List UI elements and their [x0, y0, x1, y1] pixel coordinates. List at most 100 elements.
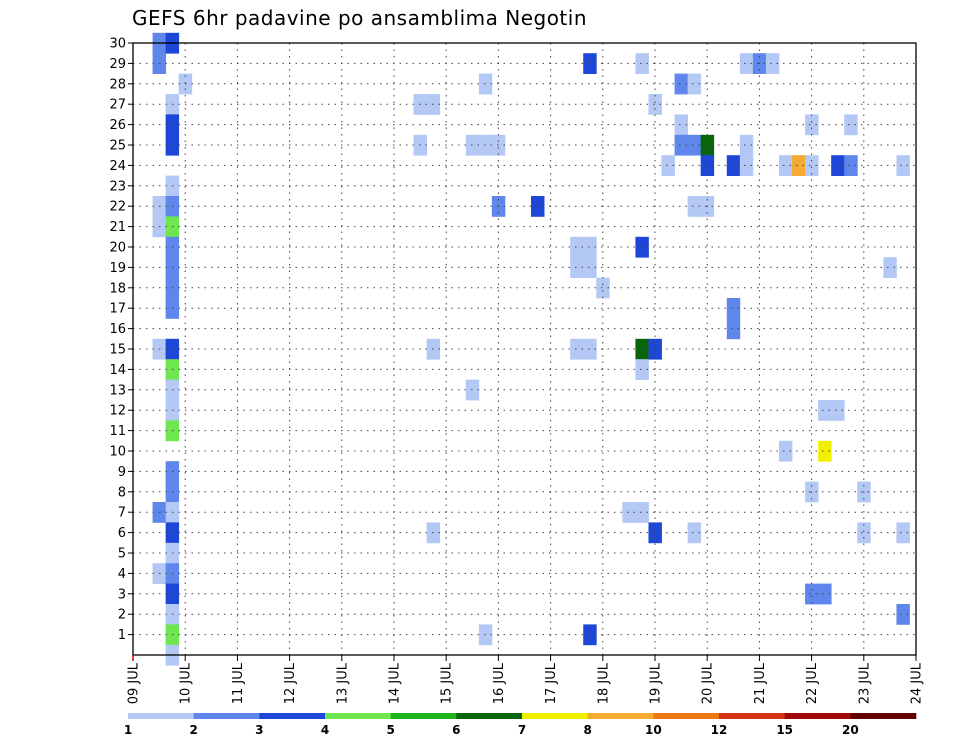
legend-label: 6: [452, 723, 460, 737]
heatmap-cell: [635, 236, 649, 258]
heatmap-cell: [687, 134, 702, 156]
heatmap-cell: [844, 114, 858, 136]
x-tick-label: 21 JUL: [753, 662, 768, 704]
y-tick-label: 15: [109, 343, 126, 358]
x-tick-label: 23 JUL: [857, 662, 872, 704]
y-tick-label: 10: [109, 445, 126, 460]
heatmap-cell: [739, 53, 754, 74]
heatmap-cell: [857, 522, 871, 544]
legend-color-swatch: [850, 713, 917, 719]
legend-color-swatch: [456, 713, 523, 719]
heatmap-cell: [896, 155, 910, 176]
y-tick-label: 28: [109, 77, 126, 92]
legend-label: 5: [386, 723, 394, 737]
heatmap-cell: [491, 134, 506, 156]
heatmap-cell: [635, 502, 649, 523]
heatmap-cell: [792, 155, 806, 176]
x-tick-label: 11 JUL: [231, 662, 246, 704]
x-tick-label: 09 JUL: [127, 662, 142, 704]
heatmap-cell: [674, 73, 689, 95]
legend-color-swatch: [193, 713, 260, 719]
x-tick-label: 17 JUL: [544, 662, 559, 704]
heatmap-cell: [818, 440, 832, 462]
heatmap-cell: [635, 338, 649, 360]
heatmap-cell: [739, 134, 754, 156]
y-tick-label: 24: [109, 159, 126, 174]
heatmap-cell: [570, 257, 584, 278]
heatmap-cell: [622, 502, 636, 523]
x-tick-label: 22 JUL: [805, 662, 820, 704]
y-tick-label: 13: [109, 383, 126, 398]
x-tick-label: 12 JUL: [283, 662, 298, 704]
x-tick-label: 13 JUL: [335, 662, 350, 704]
legend-label: 3: [255, 723, 263, 737]
x-tick-label: 19 JUL: [649, 662, 664, 704]
y-tick-label: 30: [109, 37, 126, 52]
x-tick-label: 24 JUL: [910, 662, 925, 704]
y-tick-label: 29: [109, 57, 126, 72]
legend-color-swatch: [522, 713, 588, 719]
heatmap-cell: [778, 155, 793, 176]
heatmap-cell: [818, 400, 832, 421]
legend-label: 20: [842, 723, 859, 737]
y-tick-label: 26: [109, 118, 126, 133]
heatmap-cell: [726, 155, 741, 176]
heatmap-cell: [583, 257, 597, 278]
y-tick-label: 17: [109, 302, 126, 317]
x-tick-label: 20 JUL: [701, 662, 716, 704]
heatmap-cell: [478, 134, 493, 156]
y-tick-label: 9: [118, 465, 126, 480]
legend-color-swatch: [784, 713, 851, 719]
y-tick-label: 12: [109, 404, 126, 419]
x-tick-label: 14 JUL: [388, 662, 403, 704]
heatmap-cell: [805, 583, 819, 605]
heatmap-cell: [648, 522, 662, 544]
heatmap-cell: [896, 522, 910, 544]
y-tick-label: 3: [118, 587, 126, 602]
heatmap-cell: [778, 440, 793, 462]
heatmap-cell: [583, 338, 597, 360]
heatmap-cell: [883, 257, 897, 278]
y-tick-label: 14: [109, 363, 126, 378]
heatmap-cell: [674, 134, 689, 156]
legend-color-swatch: [653, 713, 720, 719]
y-tick-label: 16: [109, 322, 126, 337]
heatmap-cell: [596, 277, 610, 299]
heatmap-cell: [687, 522, 702, 544]
heatmap-cell: [531, 196, 545, 217]
legend-label: 10: [645, 723, 662, 737]
heatmap-cell: [831, 155, 845, 176]
heatmap-cell: [583, 624, 597, 646]
heatmap-cell: [687, 73, 702, 95]
y-tick-label: 19: [109, 261, 126, 276]
legend-label: 4: [321, 723, 329, 737]
heatmap-cell: [635, 359, 649, 380]
legend-label: 15: [776, 723, 793, 737]
heatmap-cell: [831, 400, 845, 421]
legend-color-swatch: [259, 713, 326, 719]
heatmap-cell: [570, 236, 584, 258]
legend-label: 1: [124, 723, 132, 737]
heatmap-cell: [648, 94, 662, 115]
legend-color-swatch: [719, 713, 785, 719]
chart-title: GEFS 6hr padavine po ansamblima Negotin: [132, 6, 588, 30]
legend-color-swatch: [587, 713, 654, 719]
legend-label: 2: [189, 723, 197, 737]
y-tick-label: 23: [109, 179, 126, 194]
y-tick-label: 22: [109, 200, 126, 215]
heatmap-cell: [726, 318, 741, 340]
y-tick-label: 11: [109, 424, 126, 439]
legend-color-swatch: [390, 713, 457, 719]
y-tick-label: 2: [118, 608, 126, 623]
x-tick-label: 16 JUL: [492, 662, 507, 704]
y-tick-label: 8: [118, 485, 126, 500]
heatmap-cell: [674, 114, 689, 136]
y-tick-label: 18: [109, 281, 126, 296]
heatmap-cell: [478, 73, 493, 95]
y-tick-label: 4: [118, 567, 126, 582]
legend-color-swatch: [128, 713, 194, 719]
heatmap-cell: [687, 196, 702, 217]
x-tick-label: 15 JUL: [440, 662, 455, 704]
heatmap-cell: [583, 236, 597, 258]
